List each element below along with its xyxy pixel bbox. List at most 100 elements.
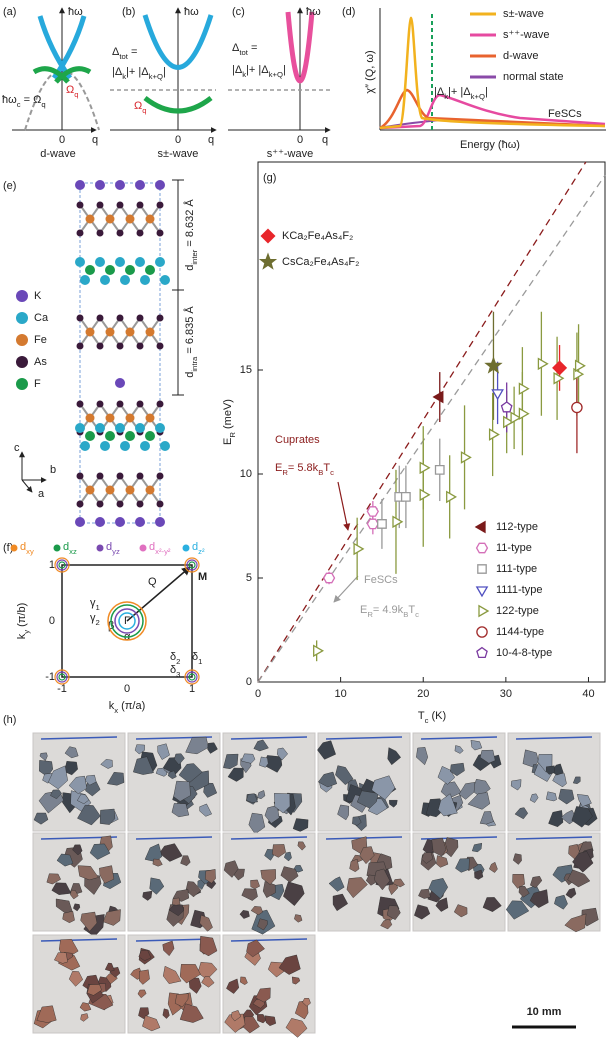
axis-label: c <box>14 442 20 454</box>
legend-label: 122-type <box>496 605 539 617</box>
subscript: 1 <box>96 603 100 612</box>
legend-label: Fe <box>34 334 47 346</box>
subscript: xy <box>26 547 34 556</box>
caption: d-wave <box>40 148 75 160</box>
text-run: Ω <box>134 100 142 112</box>
subscript: z² <box>198 547 205 556</box>
atom <box>160 275 170 285</box>
atom <box>146 414 155 423</box>
legend-marker <box>477 627 487 637</box>
annotation: Δtot = <box>112 46 137 61</box>
text-run: = <box>248 42 257 54</box>
panel-label: (b) <box>122 6 135 18</box>
axis-label: b <box>50 464 56 476</box>
atom <box>86 328 95 337</box>
atom <box>115 180 125 190</box>
axis-label: ħω <box>68 6 83 18</box>
subscript: q <box>142 106 146 115</box>
atom <box>95 180 105 190</box>
atom <box>97 473 104 480</box>
atom <box>77 230 84 237</box>
atom <box>155 517 165 527</box>
panel-f: (f) Γ M Q α β γ1 γ2 δ1 δ2 δ3 -1 0 1 1 0 … <box>3 541 207 715</box>
atom <box>80 275 90 285</box>
point <box>402 493 411 502</box>
legend-marker <box>477 543 488 552</box>
annotation-arrow <box>338 482 348 530</box>
atom <box>106 215 115 224</box>
y-tick-label: 15 <box>240 364 252 376</box>
axis-label: ħω <box>306 6 321 18</box>
atom <box>117 501 124 508</box>
y-tick-label: 5 <box>246 572 252 584</box>
point <box>447 492 456 502</box>
atom <box>155 423 165 433</box>
atom <box>157 343 164 350</box>
subscript: k+Q <box>471 92 485 101</box>
legend-atom <box>16 312 28 324</box>
orbital-dot <box>97 545 104 552</box>
legend-marker <box>478 565 486 573</box>
point <box>436 466 445 475</box>
atom <box>77 501 84 508</box>
point <box>462 452 471 462</box>
atom <box>125 265 135 275</box>
subscript: yz <box>112 547 120 556</box>
axis-label: q <box>208 134 214 146</box>
fit-line <box>258 175 605 682</box>
tick-label: 0 <box>124 683 130 695</box>
subscript: k+Q <box>149 72 163 81</box>
panel-a: (a) ħω q 0 d-wave ħωc = Ωq Ωq <box>2 6 99 160</box>
tick-label: 1 <box>49 559 55 571</box>
atom <box>105 265 115 275</box>
orbital-label: dz² <box>192 541 205 556</box>
text-run: | <box>283 64 286 76</box>
text-run: = 6.835 Å <box>183 306 196 357</box>
panel-c: (c) ħω q 0 s⁺⁺-wave Δtot = |Δk|+ |Δk+Q| <box>228 6 330 160</box>
atom <box>135 423 145 433</box>
atom <box>146 215 155 224</box>
subscript: q <box>41 100 45 109</box>
atom <box>140 441 150 451</box>
legend-label: 1144-type <box>496 626 544 638</box>
axis-label: ħω <box>184 6 199 18</box>
atom <box>97 202 104 209</box>
point <box>553 361 566 374</box>
legend-label: s±-wave <box>503 8 544 20</box>
crystal <box>172 898 180 905</box>
tick-label: 0 <box>297 134 303 146</box>
legend-label: KCa₂Fe₄As₄F₂ <box>282 230 353 242</box>
panel-label: (g) <box>263 172 276 184</box>
atom <box>105 431 115 441</box>
atom <box>137 401 144 408</box>
axis-label: q <box>92 134 98 146</box>
axis-arrow <box>22 480 32 492</box>
atom <box>137 230 144 237</box>
point <box>554 373 563 383</box>
atom <box>106 414 115 423</box>
annotation: FeSCs <box>364 574 398 586</box>
text-run: |+ |Δ <box>448 86 471 98</box>
x-tick-label: 0 <box>255 688 261 700</box>
orbital-dot <box>54 545 61 552</box>
legend-atom <box>16 290 28 302</box>
point <box>367 519 378 528</box>
atom <box>106 486 115 495</box>
point-label: M <box>198 571 207 583</box>
atom <box>157 501 164 508</box>
orbital-label: dyz <box>106 541 120 556</box>
subscript: xz <box>69 547 77 556</box>
orbital-label: dxz <box>63 541 77 556</box>
atom <box>100 275 110 285</box>
atom <box>157 401 164 408</box>
point <box>519 409 528 419</box>
annotation: Δtot = <box>232 42 257 57</box>
annotation: ħωc = Ωq <box>2 94 46 109</box>
panel-e: (e) dinter = 8.632 Å dintra = 6.835 Å c … <box>3 180 199 527</box>
annotation: Ωq <box>134 100 147 115</box>
annotation: FeSCs <box>548 108 582 120</box>
text-run: | <box>485 86 488 98</box>
pocket-label: γ2 <box>90 612 100 627</box>
atom <box>126 215 135 224</box>
point <box>576 361 585 371</box>
